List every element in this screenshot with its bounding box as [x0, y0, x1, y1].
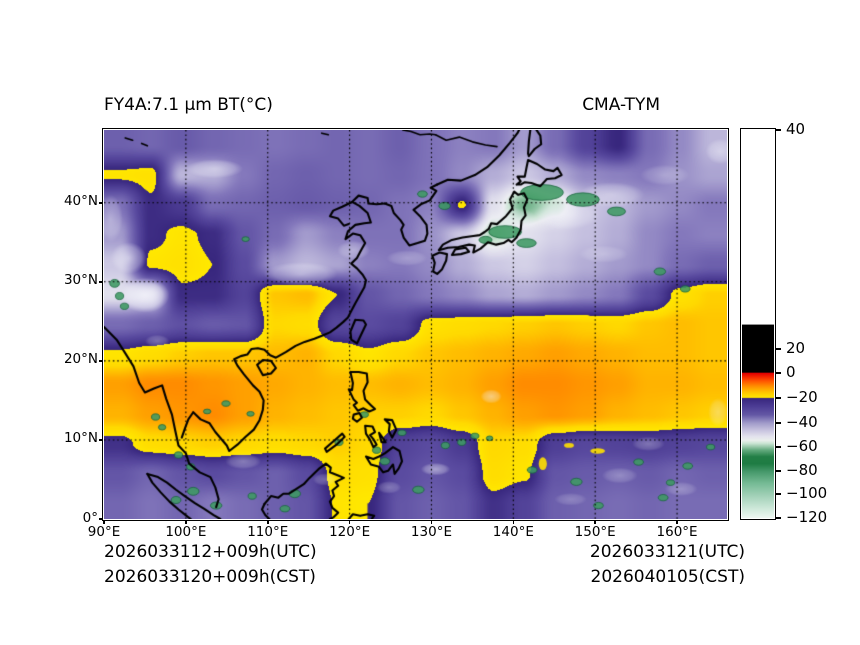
x-tick-label: 110°E — [247, 524, 289, 540]
colorbar-tick-mark — [776, 372, 781, 374]
map-axes-border — [102, 128, 729, 521]
bt-field-map-canvas — [104, 130, 727, 519]
y-tick-label: 20°N — [63, 351, 98, 368]
colorbar-tick-mark — [776, 446, 781, 448]
colorbar-tick-mark — [776, 470, 781, 472]
x-tick-mark — [594, 519, 596, 524]
y-tick-label: 30°N — [63, 272, 98, 289]
colorbar-tick-label: 0 — [786, 362, 796, 381]
colorbar-tick-mark — [776, 348, 781, 350]
x-tick-mark — [430, 519, 433, 524]
colorbar-tick-label: −40 — [786, 412, 818, 431]
colorbar-tick-mark — [776, 517, 781, 519]
valid-time-cst: 2026040105(CST) — [590, 567, 745, 587]
x-tick-mark — [103, 519, 105, 524]
y-tick-label: 40°N — [63, 193, 98, 210]
x-tick-label: 130°E — [410, 524, 452, 540]
colorbar-tick-mark — [776, 422, 781, 424]
x-tick-mark — [676, 519, 678, 524]
colorbar-gradient — [742, 130, 774, 518]
valid-time-utc: 2026033121(UTC) — [589, 542, 745, 562]
x-tick-label: 150°E — [574, 524, 616, 540]
y-tick-mark — [98, 281, 103, 283]
x-tick-mark — [512, 519, 515, 524]
y-tick-mark — [98, 439, 103, 441]
y-tick-mark — [98, 201, 103, 204]
colorbar-tick-mark — [776, 493, 781, 495]
x-tick-mark — [348, 519, 351, 524]
colorbar-tick-label: 40 — [786, 120, 806, 138]
colorbar-tick-label: −20 — [786, 388, 818, 407]
x-tick-mark — [266, 519, 269, 524]
colorbar-tick-label: 20 — [786, 338, 806, 357]
x-tick-label: 160°E — [656, 524, 698, 540]
model-name-label: CMA-TYM — [582, 95, 660, 115]
plot-title: FY4A:7.1 μm BT(°C) — [104, 95, 273, 115]
colorbar-tick-mark — [776, 129, 781, 131]
colorbar-border — [740, 128, 776, 520]
y-tick-mark — [98, 518, 103, 520]
x-tick-label: 100°E — [165, 524, 207, 540]
colorbar-tick-label: −60 — [786, 436, 818, 455]
colorbar-tick-label: −120 — [786, 508, 828, 526]
init-time-cst: 2026033120+009h(CST) — [104, 567, 316, 587]
colorbar-tick-mark — [776, 397, 781, 399]
y-tick-mark — [98, 360, 103, 362]
x-tick-label: 120°E — [329, 524, 371, 540]
x-tick-label: 90°E — [87, 524, 121, 540]
colorbar-tick-label: −80 — [786, 461, 818, 480]
x-tick-mark — [185, 519, 187, 524]
x-tick-label: 140°E — [492, 524, 534, 540]
y-tick-label: 10°N — [63, 430, 98, 447]
colorbar-tick-label: −100 — [786, 483, 828, 502]
y-tick-label: 0° — [82, 509, 98, 526]
init-time-utc: 2026033112+009h(UTC) — [104, 542, 317, 562]
